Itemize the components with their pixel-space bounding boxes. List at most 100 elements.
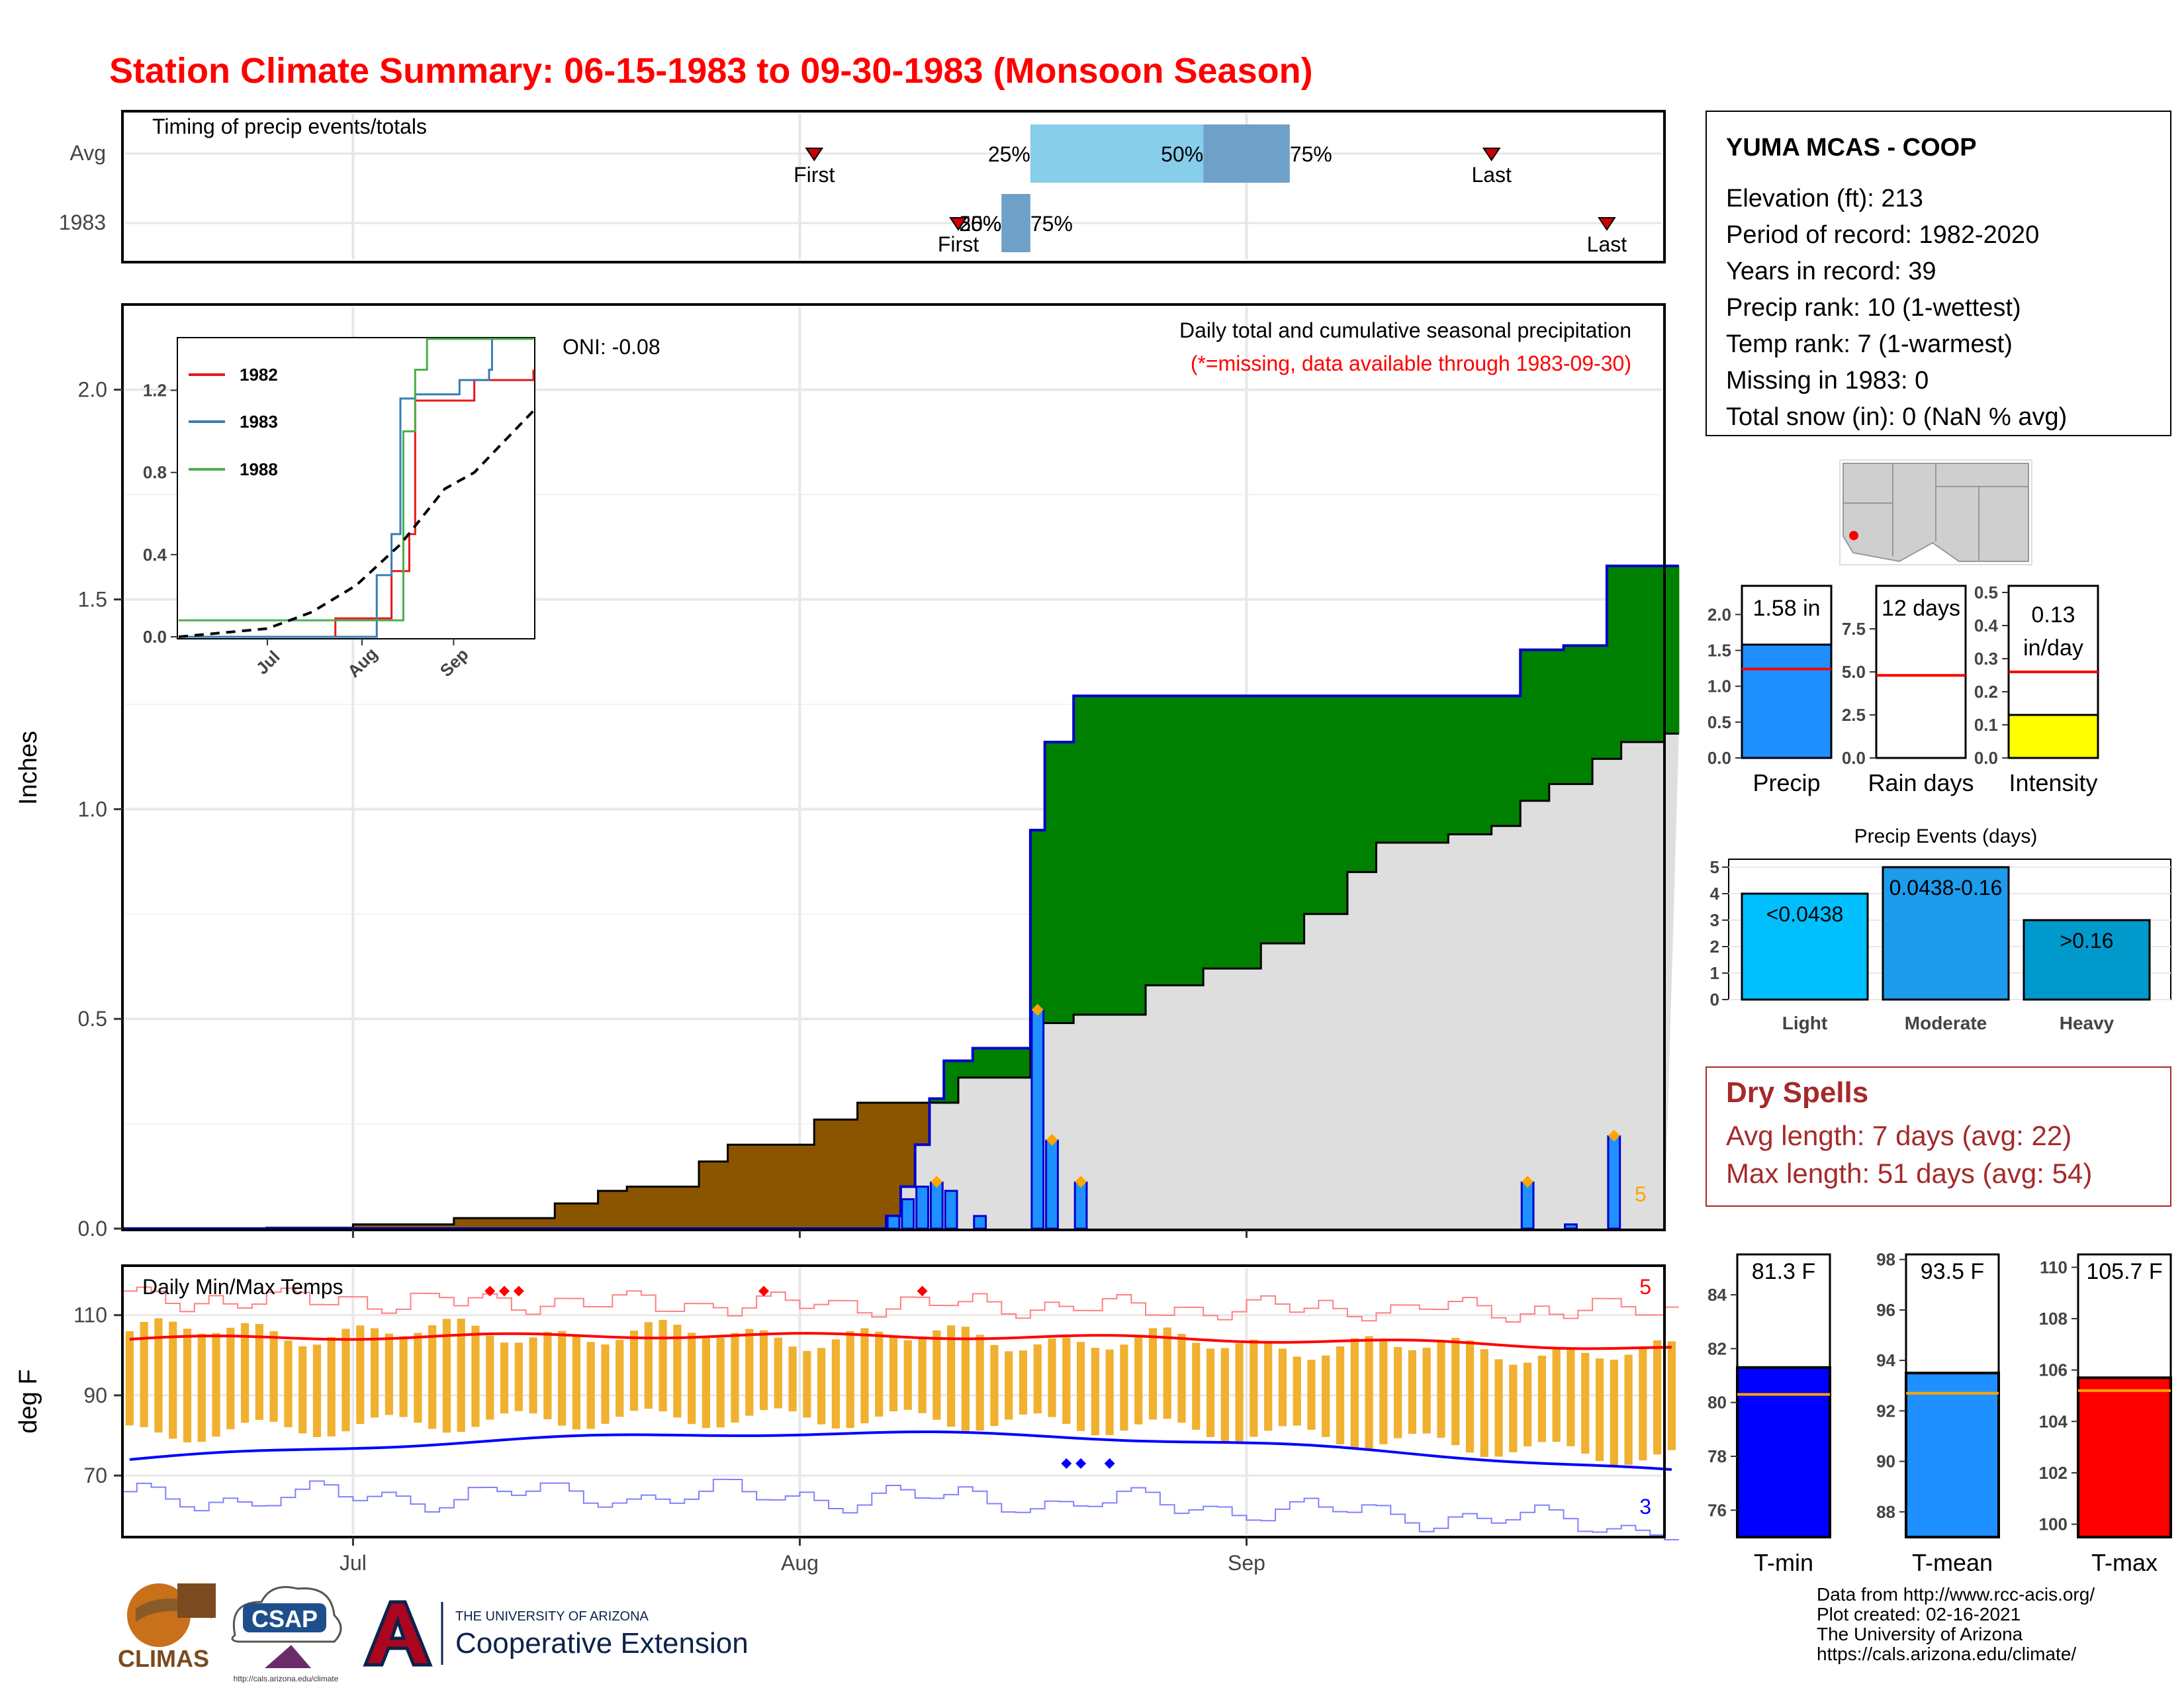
temp-bar-ytick-label: 108 (2039, 1309, 2068, 1329)
station-info: YUMA MCAS - COOP Elevation (ft): 213 Per… (1706, 111, 2171, 436)
daily-temp-bar (442, 1319, 451, 1433)
inset-ytick-label: 0.0 (143, 627, 167, 647)
surplus-area (1016, 1048, 1031, 1078)
daily-temp-bar (471, 1325, 480, 1427)
climas-logo[interactable]: CLIMAS (118, 1583, 216, 1672)
deficit-area (842, 1119, 858, 1229)
daily-precip-bar (915, 1186, 929, 1230)
timing-box-50-75 (1001, 194, 1030, 252)
daily-precip-bar (1520, 1181, 1535, 1230)
temp-value-tmean: 93.5 F (1921, 1259, 1984, 1284)
deficit-area (915, 1102, 931, 1145)
events-ytick-label: 5 (1710, 857, 1719, 877)
temp-bar-ytick-label: 84 (1707, 1285, 1727, 1305)
daily-temp-bar (1322, 1355, 1330, 1437)
timing-quantile-label: 75% (1290, 142, 1332, 166)
daily-temp-bar (486, 1335, 494, 1420)
daily-precip-bar (1030, 1009, 1045, 1230)
timing-last-marker (1598, 217, 1616, 231)
daily-temp-bar (1120, 1344, 1128, 1431)
summary-value-intensity: 0.13 (2031, 602, 2075, 628)
events-bar-light (1741, 892, 1869, 1001)
dry-spells-title: Dry Spells (1726, 1076, 1868, 1109)
surplus-area (1491, 696, 1507, 826)
deficit-area (785, 1145, 801, 1229)
record-high-marker (513, 1286, 524, 1297)
page-title: Station Climate Summary: 06-15-1983 to 0… (109, 51, 1313, 91)
dry-spells-max: Max length: 51 days (avg: 54) (1726, 1158, 2092, 1189)
temp-bar-ytick-label: 106 (2039, 1360, 2068, 1380)
surplus-area (1160, 696, 1175, 986)
csap-logo[interactable]: CSAP http://cals.arizona.edu/climate (231, 1586, 342, 1684)
daily-temp-bar (644, 1322, 653, 1409)
temp-bar-ytick-label: 90 (1876, 1452, 1895, 1472)
temp-bar-ytick-label: 102 (2039, 1463, 2068, 1483)
timing-quantile-label: 50% (1161, 142, 1203, 166)
daily-temp-bar (1365, 1336, 1373, 1449)
summary-bar-precip (1741, 643, 1833, 759)
timing-first-marker-label: First (938, 232, 979, 256)
summary-ytick-label: 1.5 (1707, 641, 1731, 661)
events-bar-label: 0.0438-0.16 (1889, 876, 2003, 900)
daily-temp-bar (1624, 1354, 1633, 1465)
daily-temp-bar (659, 1319, 667, 1412)
timing-first-marker (805, 148, 824, 162)
temp-summary-bars: 76 78 80 82 84 81.3 F T-min 88 90 92 94 96 98 93.5 F T… (1707, 1250, 2172, 1576)
temp-ylabel: deg F (15, 1369, 42, 1433)
station-line-missing: Missing in 1983: 0 (1726, 367, 1929, 395)
precip-count-label: 5 (1635, 1182, 1647, 1206)
events-bar-moderate (1882, 866, 2010, 1001)
surplus-area (1419, 696, 1435, 843)
record-low-marker (1061, 1458, 1072, 1469)
deficit-area (598, 1190, 613, 1229)
daily-temp-bar (1451, 1338, 1460, 1446)
temp-label-tmean: T-mean (1912, 1549, 1993, 1576)
daily-temp-bar (788, 1346, 797, 1411)
timing-first-marker (949, 217, 968, 231)
surplus-area (1606, 565, 1622, 759)
station-line-temp-rank: Temp rank: 7 (1-warmest) (1726, 330, 2013, 358)
deficit-area (799, 1145, 815, 1229)
timing-box-50-75 (1203, 124, 1290, 183)
daily-temp-bar (976, 1335, 984, 1431)
surplus-area (1174, 696, 1190, 986)
daily-temp-bar (1567, 1348, 1575, 1446)
ua-logo[interactable]: THE UNIVERSITY OF ARIZONA Cooperative Ex… (363, 1600, 749, 1667)
daily-temp-bar (298, 1346, 307, 1434)
daily-temp-bar (817, 1348, 826, 1425)
events-content: 0 1 2 3 4 5 <0.0438 Light 0.0438-0.16 Moderate >0.… (1710, 857, 2171, 1033)
heavy-event-marker (1046, 1133, 1058, 1146)
ua-logo-small-text: THE UNIVERSITY OF ARIZONA (455, 1609, 649, 1624)
daily-temp-bar (1437, 1341, 1445, 1438)
surplus-area (1621, 565, 1637, 742)
deficit-area (742, 1145, 757, 1229)
deficit-area (396, 1224, 412, 1229)
summary-ytick-label: 0.1 (1974, 715, 1998, 735)
events-category-label: Light (1782, 1013, 1827, 1033)
daily-temp-bar (1336, 1346, 1345, 1444)
temp-bar-ytick-label: 76 (1707, 1500, 1727, 1520)
deficit-area (583, 1203, 599, 1229)
timing-panel: Timing of precip events/totals Avg 1983 … (59, 110, 1666, 263)
daily-precip-bar (973, 1215, 987, 1230)
daily-temp-bar (1394, 1346, 1402, 1438)
daily-temp-bar (1653, 1340, 1662, 1455)
temp-bar-ytick-label: 78 (1707, 1446, 1727, 1466)
daily-temp-bar (615, 1340, 624, 1417)
surplus-area (1390, 696, 1406, 843)
inset-series-avg (178, 410, 535, 638)
record-high-marker (499, 1286, 510, 1297)
daily-temp-bar (197, 1333, 206, 1442)
daily-precip-bar (1564, 1223, 1578, 1230)
surplus-area (1189, 696, 1204, 986)
main-yticks: 0.0 0.5 1.0 1.5 2.0 (78, 378, 122, 1241)
surplus-area (1635, 565, 1651, 742)
surplus-area (1448, 696, 1463, 835)
station-line-precip-rank: Precip rank: 10 (1-wettest) (1726, 294, 2021, 322)
daily-temp-bar (1293, 1356, 1301, 1426)
temp-panel-frame (121, 1264, 1666, 1538)
ua-logo-big-text: Cooperative Extension (455, 1627, 749, 1660)
deficit-area (814, 1119, 829, 1229)
timing-last-marker (1482, 148, 1501, 162)
